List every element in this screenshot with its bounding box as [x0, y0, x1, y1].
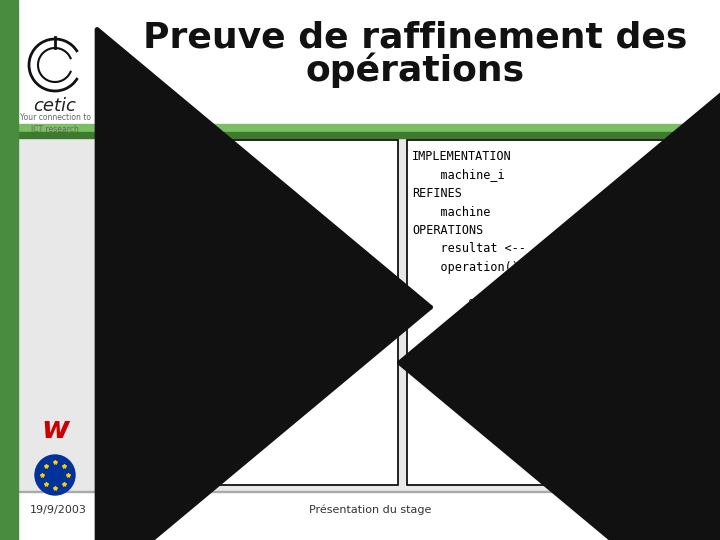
Text: END: END	[105, 390, 127, 403]
Text: 19/9/2003: 19/9/2003	[30, 505, 87, 515]
Text: opérations: opérations	[305, 52, 525, 87]
Text: w: w	[41, 415, 69, 444]
Text: % Préconditions: % Préconditions	[412, 298, 576, 311]
Bar	[0, 0, 18, 540]
Text: PRE: PRE	[105, 280, 184, 293]
Text: machine: machine	[412, 206, 490, 219]
Text: Preuve de raffinement des: Preuve de raffinement des	[143, 20, 687, 54]
Text: END: END	[412, 372, 490, 385]
Text: REFINES: REFINES	[412, 187, 462, 200]
Text: machine: machine	[105, 168, 184, 181]
Bar	[18, 124, 720, 132]
Text: cetic: cetic	[34, 97, 76, 115]
Bar	[18, 132, 720, 138]
Bar	[18, 138, 720, 490]
Text: % Post-conditions: % Post-conditions	[105, 354, 283, 367]
Text: 20: 20	[694, 505, 708, 515]
Bar	[18, 0, 720, 125]
Text: THEN: THEN	[105, 316, 191, 329]
Text: OPERATIONS: OPERATIONS	[105, 224, 176, 237]
Text: END: END	[105, 372, 184, 385]
Text: resultat <--: resultat <--	[412, 242, 526, 255]
Text: Substitutions: Substitutions	[105, 335, 283, 348]
Text: OPERATIONS: OPERATIONS	[412, 224, 483, 237]
Bar	[100, 140, 398, 485]
Circle shape	[35, 455, 75, 495]
Text: operation()=: operation()=	[105, 261, 219, 274]
Text: Présentation du stage: Présentation du stage	[309, 505, 431, 515]
Text: Préconditions: Préconditions	[105, 298, 283, 311]
Text: % Post-conditions: % Post-conditions	[412, 335, 590, 348]
Text: machine_i: machine_i	[412, 168, 505, 181]
Text: operation()=: operation()=	[412, 261, 526, 274]
Text: IMPLEMENTATION: IMPLEMENTATION	[412, 150, 512, 163]
Text: Instructions: Instructions	[412, 316, 554, 329]
Text: resultat <--: resultat <--	[105, 242, 219, 255]
Text: MACHINE: MACHINE	[105, 150, 155, 163]
Bar	[407, 140, 712, 485]
Bar	[18, 491, 720, 492]
Text: Your connection to
ICT research: Your connection to ICT research	[19, 113, 91, 134]
